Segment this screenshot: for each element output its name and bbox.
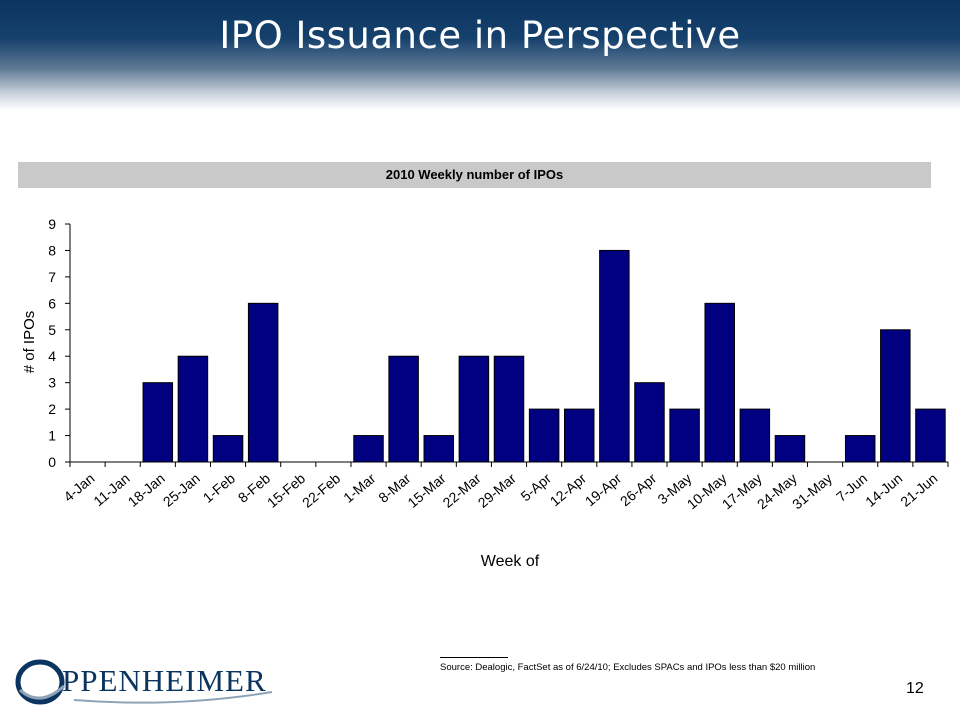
bar-8-Feb: [247, 302, 279, 463]
chart-title: 2010 Weekly number of IPOs: [18, 162, 931, 188]
bar-26-Apr: [634, 382, 665, 463]
bar-5-Apr: [528, 408, 560, 463]
y-tick-label: 8: [48, 242, 56, 258]
y-tick-label: 3: [48, 375, 56, 391]
page-number: 12: [906, 680, 924, 697]
x-tick-label: 19-Apr: [582, 470, 625, 509]
bar-22-Mar: [458, 355, 490, 463]
bar-10-May: [704, 302, 735, 463]
x-tick-label: 21-Jun: [897, 470, 940, 510]
header-band: [0, 0, 960, 110]
bar-8-Mar: [388, 355, 419, 463]
x-tick-label: 15-Feb: [264, 470, 308, 511]
bar-24-May: [774, 435, 806, 463]
footnote-divider: [440, 657, 508, 658]
y-tick-label: 7: [48, 269, 56, 285]
bar-29-Mar: [493, 355, 525, 463]
bar-3-May: [669, 408, 700, 463]
page-title: IPO Issuance in Perspective: [219, 14, 741, 57]
bar-18-Jan: [142, 382, 174, 463]
x-tick-label: 22-Feb: [299, 470, 343, 511]
bar-14-Jun: [880, 329, 911, 463]
x-tick-label: 22-Mar: [440, 470, 485, 511]
x-axis: 4-Jan11-Jan18-Jan25-Jan1-Feb8-Feb15-Feb2…: [60, 461, 949, 512]
y-tick-label: 5: [48, 322, 56, 338]
x-tick-label: 1-Feb: [200, 470, 238, 506]
x-tick-label: 29-Mar: [475, 470, 520, 511]
bars: [142, 249, 946, 463]
x-tick-label: 31-May: [789, 470, 835, 512]
bar-1-Mar: [353, 435, 384, 463]
y-tick-label: 6: [48, 295, 56, 311]
x-tick-label: 1-Mar: [340, 470, 379, 506]
bar-25-Jan: [177, 355, 209, 463]
bar-17-May: [739, 408, 771, 463]
bar-chart: 0 1 2 3 4 5 6 7 8 9 4-Jan11-Jan18-Jan25-Jan1-Feb8…: [21, 216, 949, 570]
bar-1-Feb: [212, 435, 244, 463]
bar-15-Mar: [423, 435, 455, 463]
x-tick-label: 11-Jan: [90, 470, 132, 509]
y-tick-label: 1: [48, 428, 56, 444]
logo-swoosh-icon: [73, 691, 273, 704]
x-tick-label: 14-Jun: [862, 470, 905, 510]
bar-21-Jun: [915, 408, 946, 463]
company-logo: PPENHEIMER: [14, 656, 276, 706]
bar-19-Apr: [599, 249, 630, 463]
x-tick-label: 12-Apr: [547, 470, 590, 509]
y-tick-label: 4: [48, 348, 56, 364]
y-tick-label: 9: [48, 216, 56, 232]
logo-wordmark: PPENHEIMER: [62, 663, 267, 698]
y-tick-label: 0: [48, 454, 56, 470]
y-axis: 0 1 2 3 4 5 6 7 8 9: [48, 216, 71, 470]
x-tick-label: 18-Jan: [125, 470, 168, 510]
x-tick-label: 15-Mar: [404, 470, 449, 511]
bar-12-Apr: [563, 408, 595, 463]
x-tick-label: 26-Apr: [617, 470, 660, 509]
y-axis-label: # of IPOs: [21, 311, 38, 374]
y-tick-label: 2: [48, 401, 56, 417]
logo-o-icon: [15, 659, 66, 705]
source-note: Source: Dealogic, FactSet as of 6/24/10;…: [440, 662, 816, 673]
x-tick-label: 25-Jan: [160, 470, 203, 510]
x-axis-label: Week of: [481, 553, 540, 570]
bar-7-Jun: [844, 435, 876, 463]
